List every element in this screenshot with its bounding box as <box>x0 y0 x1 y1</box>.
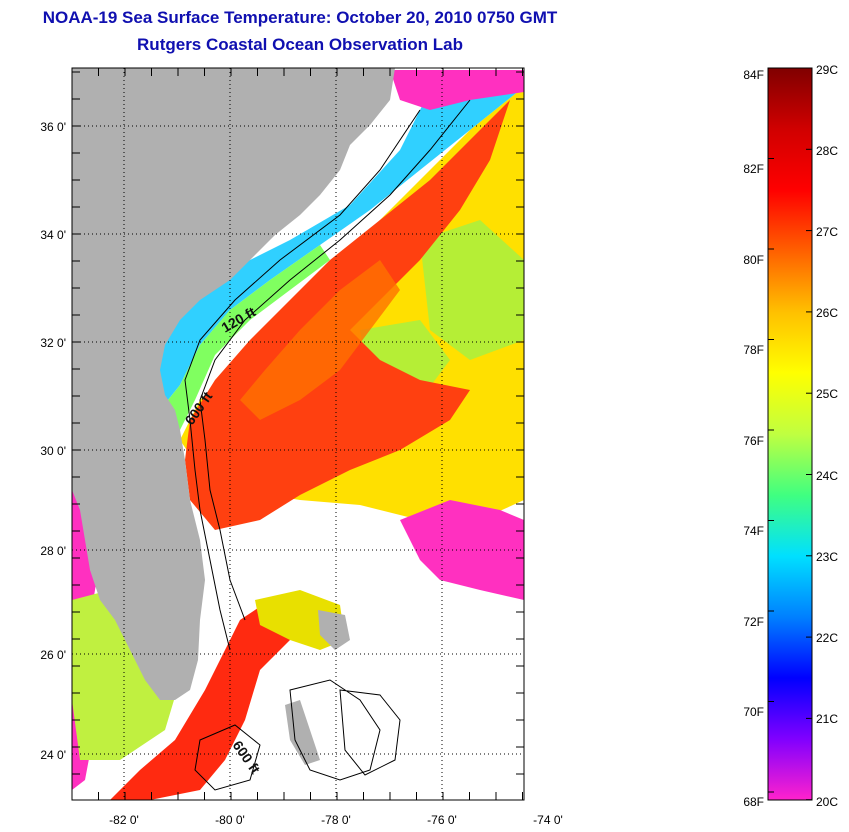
colorbar: 84F 82F 80F 78F 76F 74F 72F 70F 68F 29C … <box>743 63 838 809</box>
lon-label-80: -80 0' <box>215 813 245 827</box>
land-mass <box>72 68 395 700</box>
isobath-120ft <box>184 109 421 651</box>
isobath-600ft <box>199 99 471 621</box>
colorbar-ticks <box>768 67 812 801</box>
cloud-mask-pink-east <box>400 500 524 600</box>
colorbar-c-28: 28C <box>816 144 838 158</box>
lat-label-36: 36 0' <box>40 120 66 134</box>
colorbar-c-24: 24C <box>816 469 838 483</box>
latitude-labels: 36 0' 34 0' 32 0' 30 0' 28 0' 26 0' 24 0… <box>40 120 66 762</box>
colorbar-c-22: 22C <box>816 631 838 645</box>
florida-current-red <box>110 600 300 800</box>
lon-label-78: -78 0' <box>321 813 351 827</box>
colorbar-scale <box>767 67 813 801</box>
colorbar-c-20: 20C <box>816 795 838 809</box>
colorbar-f-68: 68F <box>743 795 764 809</box>
colorbar-c-25: 25C <box>816 387 838 401</box>
map-ticks <box>71 68 524 800</box>
longitude-labels: -82 0' -80 0' -78 0' -76 0' -74 0' <box>109 813 563 827</box>
colorbar-c-26: 26C <box>816 306 838 320</box>
lon-label-82: -82 0' <box>109 813 139 827</box>
colorbar-f-74: 74F <box>743 524 764 538</box>
colorbar-f-72: 72F <box>743 615 764 629</box>
map-subtitle: Rutgers Coastal Ocean Observation Lab <box>137 35 463 54</box>
colorbar-c-23: 23C <box>816 550 838 564</box>
cloud-mask-pink-north <box>390 70 524 110</box>
lon-label-76: -76 0' <box>427 813 457 827</box>
colorbar-f-80: 80F <box>743 253 764 267</box>
lat-label-24: 24 0' <box>40 748 66 762</box>
colorbar-c-29: 29C <box>816 63 838 77</box>
lat-label-26: 26 0' <box>40 648 66 662</box>
colorbar-c-27: 27C <box>816 225 838 239</box>
graticule <box>72 68 524 800</box>
bahamas-island-2 <box>318 610 350 650</box>
map-frame <box>71 67 525 801</box>
colorbar-f-82: 82F <box>743 162 764 176</box>
lat-label-30: 30 0' <box>40 444 66 458</box>
lon-label-74: -74 0' <box>533 813 563 827</box>
colorbar-c-21: 21C <box>816 712 838 726</box>
colorbar-f-78: 78F <box>743 343 764 357</box>
nearshore-cool-water <box>145 90 520 410</box>
colorbar-f-76: 76F <box>743 434 764 448</box>
lat-label-34: 34 0' <box>40 228 66 242</box>
map-title: NOAA-19 Sea Surface Temperature: October… <box>42 8 558 27</box>
colorbar-f-70: 70F <box>743 705 764 719</box>
lat-label-32: 32 0' <box>40 336 66 350</box>
bahamas-island <box>285 700 320 765</box>
bahamas-contours <box>194 679 401 791</box>
offshore-water-green-patches <box>360 220 524 400</box>
colorbar-f-84: 84F <box>743 68 764 82</box>
gulf-stream-orange-core <box>240 260 400 420</box>
map-panel: 120 ft 600 ft 600 ft <box>72 68 524 800</box>
lat-label-28: 28 0' <box>40 544 66 558</box>
